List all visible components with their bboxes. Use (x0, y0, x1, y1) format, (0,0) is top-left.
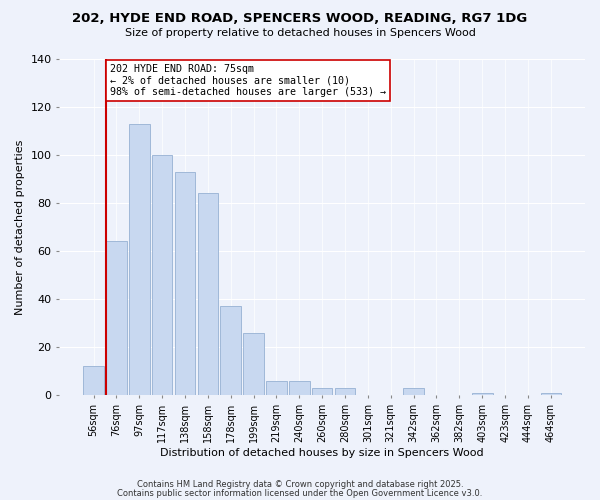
Bar (472, 392, 493, 395)
Bar (243, 332, 264, 395)
Bar (106, 242, 127, 395)
X-axis label: Distribution of detached houses by size in Spencers Wood: Distribution of detached houses by size … (160, 448, 484, 458)
Bar (175, 172, 195, 395)
Bar (197, 194, 218, 395)
Bar (312, 388, 332, 395)
Bar (335, 388, 355, 395)
Bar (152, 155, 172, 395)
Bar (220, 306, 241, 395)
Text: 202 HYDE END ROAD: 75sqm
← 2% of detached houses are smaller (10)
98% of semi-de: 202 HYDE END ROAD: 75sqm ← 2% of detache… (110, 64, 386, 97)
Bar (403, 388, 424, 395)
Bar (289, 380, 310, 395)
Bar (129, 124, 149, 395)
Bar (541, 392, 561, 395)
Text: Size of property relative to detached houses in Spencers Wood: Size of property relative to detached ho… (125, 28, 475, 38)
Bar (83, 366, 104, 395)
Text: Contains HM Land Registry data © Crown copyright and database right 2025.: Contains HM Land Registry data © Crown c… (137, 480, 463, 489)
Bar (266, 380, 287, 395)
Text: 202, HYDE END ROAD, SPENCERS WOOD, READING, RG7 1DG: 202, HYDE END ROAD, SPENCERS WOOD, READI… (73, 12, 527, 26)
Y-axis label: Number of detached properties: Number of detached properties (15, 140, 25, 314)
Text: Contains public sector information licensed under the Open Government Licence v3: Contains public sector information licen… (118, 490, 482, 498)
